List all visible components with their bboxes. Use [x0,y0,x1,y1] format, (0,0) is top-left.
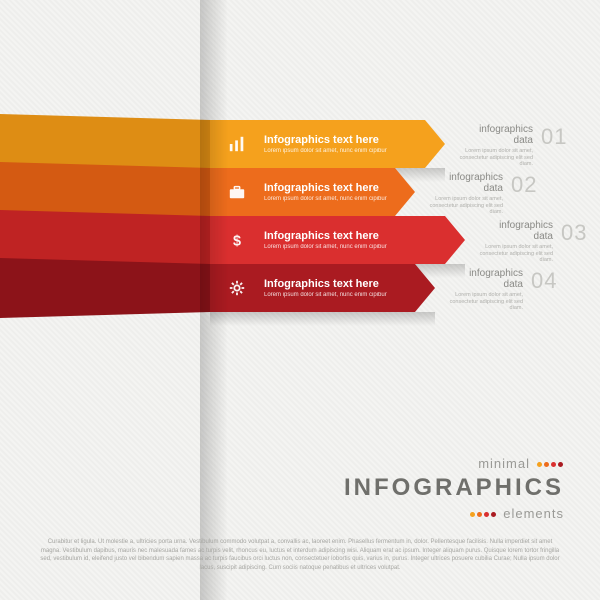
bars-icon [224,135,250,153]
side-label: infographicsdata [453,124,533,146]
title-block: minimal INFOGRAPHICS elements [344,454,564,522]
title-dots [536,454,564,472]
arrow-head [425,120,445,168]
band-flat: Infographics text here Lorem ipsum dolor… [210,168,395,216]
side-label: infographicsdata [473,220,553,242]
side-item: infographicsdata Lorem ipsum dolor sit a… [443,268,557,312]
arrow-head [445,216,465,264]
side-label: infographicsdata [443,268,523,290]
arrow-head [415,264,435,312]
side-item: infographicsdata Lorem ipsum dolor sit a… [453,124,567,168]
band-title: Infographics text here [264,134,387,146]
band-title: Infographics text here [264,278,387,290]
band-subtitle: Lorem ipsum dolor sit amet, nunc enim ci… [264,148,387,154]
side-number: 04 [531,268,557,294]
footer-text: Curabitur et ligula. Ut molestie a, ultr… [40,538,560,572]
band-flat: $ Infographics text here Lorem ipsum dol… [210,216,445,264]
title-small-right: elements [503,506,564,521]
svg-text:$: $ [233,233,241,249]
gear-icon [224,279,250,297]
band-shadow [210,312,435,326]
band-title: Infographics text here [264,182,387,194]
side-desc: Lorem ipsum dolor sit amet, consectetur … [443,292,523,312]
band-subtitle: Lorem ipsum dolor sit amet, nunc enim ci… [264,244,387,250]
briefcase-icon [224,183,250,201]
title-dots [469,504,497,522]
band-text: Infographics text here Lorem ipsum dolor… [264,278,387,298]
title-small-left: minimal [478,456,530,471]
band-text: Infographics text here Lorem ipsum dolor… [264,182,387,202]
band-perspective [0,257,210,318]
band-title: Infographics text here [264,230,387,242]
arrow-head [395,168,415,216]
side-number: 01 [541,124,567,150]
side-desc: Lorem ipsum dolor sit amet, consectetur … [423,196,503,216]
band-flat: Infographics text here Lorem ipsum dolor… [210,264,415,312]
side-desc: Lorem ipsum dolor sit amet, consectetur … [453,148,533,168]
side-number: 03 [561,220,587,246]
band-subtitle: Lorem ipsum dolor sit amet, nunc enim ci… [264,196,387,202]
side-number: 02 [511,172,537,198]
band-text: Infographics text here Lorem ipsum dolor… [264,134,387,154]
dollar-icon: $ [224,231,250,249]
side-item: infographicsdata Lorem ipsum dolor sit a… [473,220,587,264]
band-subtitle: Lorem ipsum dolor sit amet, nunc enim ci… [264,292,387,298]
side-desc: Lorem ipsum dolor sit amet, consectetur … [473,244,553,264]
side-item: infographicsdata Lorem ipsum dolor sit a… [423,172,537,216]
band-flat: Infographics text here Lorem ipsum dolor… [210,120,425,168]
band-text: Infographics text here Lorem ipsum dolor… [264,230,387,250]
title-big: INFOGRAPHICS [344,474,564,502]
side-label: infographicsdata [423,172,503,194]
